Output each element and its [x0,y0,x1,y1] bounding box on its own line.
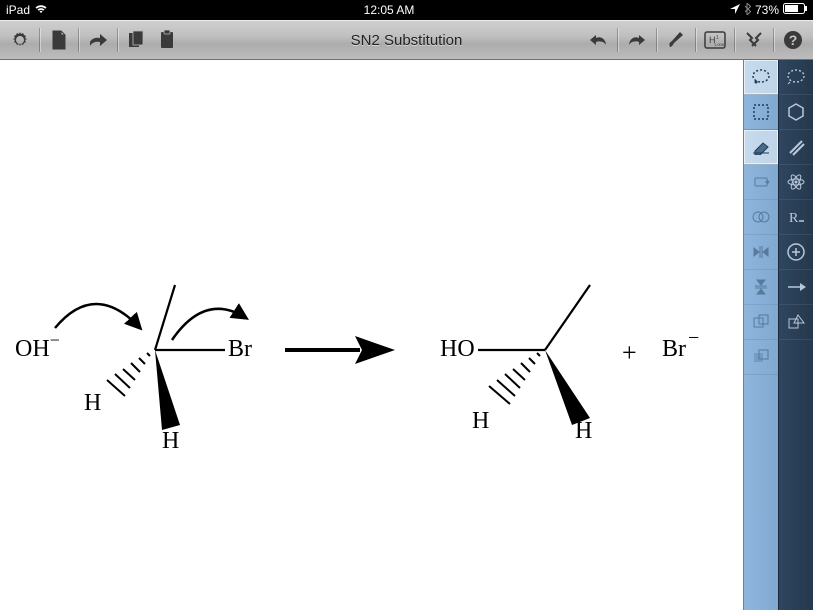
overlap-tool-button[interactable] [744,200,778,235]
atom-tool-button[interactable] [779,165,813,200]
group-button[interactable] [744,305,778,340]
bluetooth-icon [744,3,751,18]
duplicate-button[interactable] [744,340,778,375]
sidebar-col-primary [743,60,778,610]
r-group-tool-button[interactable]: R [779,200,813,235]
status-time: 12:05 AM [48,3,730,17]
undo-button[interactable] [584,26,612,54]
label-h1: H [84,390,101,417]
app-toolbar: SN2 Substitution H11.008 ? [0,20,813,60]
redo-button[interactable] [623,26,651,54]
new-document-button[interactable] [45,26,73,54]
label-h3: H [472,408,489,435]
status-left: iPad [6,3,48,17]
status-right: 73% [730,3,807,18]
svg-text:1: 1 [716,35,719,41]
label-plus: + [622,338,637,368]
hexagon-tool-button[interactable] [779,95,813,130]
battery-percent: 73% [755,3,779,17]
help-button[interactable]: ? [779,26,807,54]
shape-tool-button[interactable] [779,305,813,340]
label-h2: H [162,428,179,455]
svg-text:R: R [789,211,799,225]
share-button[interactable] [84,26,112,54]
mirror-vertical-button[interactable] [744,270,778,305]
label-oh: OH− [15,336,60,363]
svg-text:1.008: 1.008 [714,42,725,47]
device-label: iPad [6,3,30,17]
mirror-horizontal-button[interactable] [744,235,778,270]
move-tool-button[interactable] [744,165,778,200]
stereo-button[interactable] [740,26,768,54]
battery-icon [783,3,807,17]
lasso-add-tool-button[interactable] [779,60,813,95]
status-bar: iPad 12:05 AM 73% [0,0,813,20]
sidebar-col-secondary: R [778,60,813,610]
settings-button[interactable] [6,26,34,54]
label-br-product: Br− [662,336,697,363]
wifi-icon [34,3,48,17]
copy-button[interactable] [123,26,151,54]
label-h4: H [575,418,592,445]
lasso-tool-button[interactable] [744,60,778,95]
eraser-tool-button[interactable] [744,130,778,165]
location-icon [730,3,740,17]
label-br-reactant: Br [228,336,252,363]
arrow-tool-button[interactable] [779,270,813,305]
tool-sidebar: R [743,60,813,610]
bond-tool-button[interactable] [779,130,813,165]
element-label-button[interactable]: H11.008 [701,26,729,54]
charge-tool-button[interactable] [779,235,813,270]
main-area: OH− Br H H HO H H + Br− [0,60,813,610]
svg-text:?: ? [789,32,798,48]
marquee-tool-button[interactable] [744,95,778,130]
brush-button[interactable] [662,26,690,54]
drawing-canvas[interactable]: OH− Br H H HO H H + Br− [0,60,743,610]
paste-button[interactable] [153,26,181,54]
label-ho: HO [440,336,475,363]
